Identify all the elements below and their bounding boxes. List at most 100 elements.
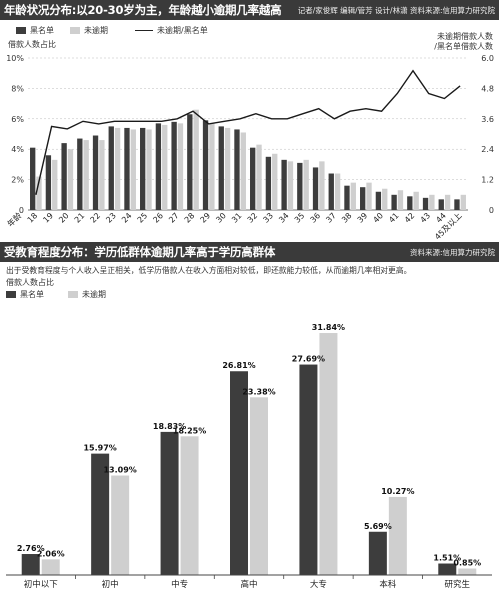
edu-legend-gray: 未逾期 — [68, 289, 106, 300]
x-tick-label: 20 — [57, 211, 71, 225]
edu-chart: 2.76%2.06% 初中以下 15.97% 13.09% 初中 18.83%18.25%… — [6, 323, 492, 590]
y2-tick-label: 4.8 — [481, 84, 494, 93]
bar-black — [265, 156, 272, 210]
bar-black — [234, 129, 240, 210]
x-tick-label: 32 — [246, 211, 260, 225]
x-tick-label: 25 — [136, 211, 150, 225]
bar-gray — [303, 159, 309, 210]
bar-gray — [240, 132, 246, 210]
gray-swatch — [68, 291, 78, 298]
x-tick-label: 24 — [120, 211, 134, 225]
x-tick-label: 39 — [356, 211, 370, 225]
bar-gray — [458, 568, 477, 575]
bar-black — [438, 563, 457, 575]
bar-black — [391, 194, 397, 210]
bar-gray — [366, 182, 372, 210]
edu-section-header: 受教育程度分布：学历低群体逾期几率高于学历高群体 资料来源:信用算力研究院 — [0, 242, 499, 262]
data-label: 2.76% — [17, 544, 45, 553]
x-tick-label: 19 — [41, 211, 55, 225]
bar-black — [202, 120, 209, 210]
y-tick-label: 2% — [11, 176, 24, 185]
bar-black — [438, 199, 444, 210]
x-tick-label: 40 — [371, 211, 385, 225]
bar-gray — [162, 124, 168, 210]
bar-gray — [319, 161, 325, 210]
bar-gray — [397, 190, 404, 210]
edu-legend-black: 黑名单 — [6, 289, 44, 300]
x-tick-label: 31 — [230, 211, 244, 225]
bar-black — [312, 167, 319, 210]
bar-black — [368, 531, 387, 575]
x-tick-label: 33 — [261, 211, 275, 225]
bar-gray — [114, 127, 121, 210]
y-tick-label: 8% — [11, 84, 24, 93]
bar-black — [108, 126, 114, 210]
data-label: 18.25% — [173, 426, 206, 435]
x-tick-label: 本科 — [379, 579, 397, 590]
x-tick-label: 36 — [309, 211, 323, 225]
bar-black — [299, 364, 318, 575]
x-tick-label: 22 — [89, 211, 103, 225]
y2-tick-label: 0 — [489, 206, 494, 215]
bar-black — [187, 114, 193, 210]
ratio-line — [35, 69, 461, 195]
bar-gray — [460, 194, 466, 210]
x-tick-label: 23 — [104, 211, 118, 225]
age-section-header: 年龄状况分布:以20-30岁为主，年龄越小逾期几率越高 记者/家俊辉 编辑/管芳… — [0, 0, 499, 20]
edu-chart-title: 受教育程度分布：学历低群体逾期几率高于学历高群体 — [4, 245, 276, 259]
x-tick-label: 38 — [340, 211, 354, 225]
bar-gray — [180, 436, 199, 575]
x-tick-label: 42 — [403, 211, 417, 225]
data-label: 18.83% — [153, 422, 186, 431]
bar-black — [218, 126, 224, 210]
y2-tick-label: 2.4 — [481, 145, 494, 154]
bar-black — [281, 159, 287, 210]
y-tick-label: 10% — [6, 54, 24, 63]
bar-gray — [224, 127, 231, 210]
bar-black — [407, 196, 413, 210]
data-label: 27.69% — [292, 355, 325, 364]
x-tick-label: 大专 — [310, 579, 327, 590]
bar-black — [375, 191, 382, 210]
bar-black — [124, 127, 130, 210]
x-tick-label: 初中 — [102, 579, 119, 590]
bar-gray — [41, 559, 60, 575]
bar-gray — [287, 161, 294, 210]
bar-black — [61, 143, 67, 210]
bar-black — [454, 199, 460, 210]
age-legend-gray: 未逾期 — [70, 25, 108, 36]
bar-gray — [36, 176, 42, 210]
data-label: 2.06% — [37, 549, 65, 558]
edu-chart-source: 资料来源:信用算力研究院 — [409, 248, 495, 257]
bar-gray — [250, 397, 268, 575]
data-label: 26.81% — [222, 361, 255, 370]
age-chart-title: 年龄状况分布:以20-30岁为主，年龄越小逾期几率越高 — [4, 3, 282, 17]
line-swatch — [135, 30, 153, 31]
x-tick-label: 29 — [199, 211, 213, 225]
bar-black — [250, 147, 256, 210]
bar-gray — [413, 191, 419, 210]
x-tick-label: 18 — [26, 211, 40, 225]
bar-black — [21, 554, 40, 575]
bar-gray — [130, 129, 136, 210]
x-tick-label: 21 — [73, 211, 87, 225]
y2-tick-label: 3.6 — [481, 115, 494, 124]
bar-gray — [444, 194, 451, 210]
bar-gray — [388, 496, 407, 575]
x-tick-label: 37 — [324, 211, 338, 225]
x-tick-label: 中专 — [171, 579, 188, 590]
y-tick-label: 4% — [11, 145, 24, 154]
x-tick-label: 28 — [183, 211, 197, 225]
y2-tick-label: 1.2 — [481, 176, 494, 185]
bar-gray — [111, 475, 130, 575]
y-tick-label: 6% — [11, 115, 24, 124]
bar-black — [344, 185, 350, 210]
y-tick-label: 0 — [19, 206, 24, 215]
bar-gray — [256, 144, 262, 210]
age-legend-line: 未逾期/黑名单 — [135, 25, 208, 36]
x-tick-label: 27 — [167, 211, 181, 225]
bar-gray — [429, 194, 435, 210]
gray-swatch — [70, 27, 80, 34]
age-right-axis-label-1: 未逾期借款人数 — [437, 32, 493, 41]
bar-gray — [209, 123, 215, 210]
